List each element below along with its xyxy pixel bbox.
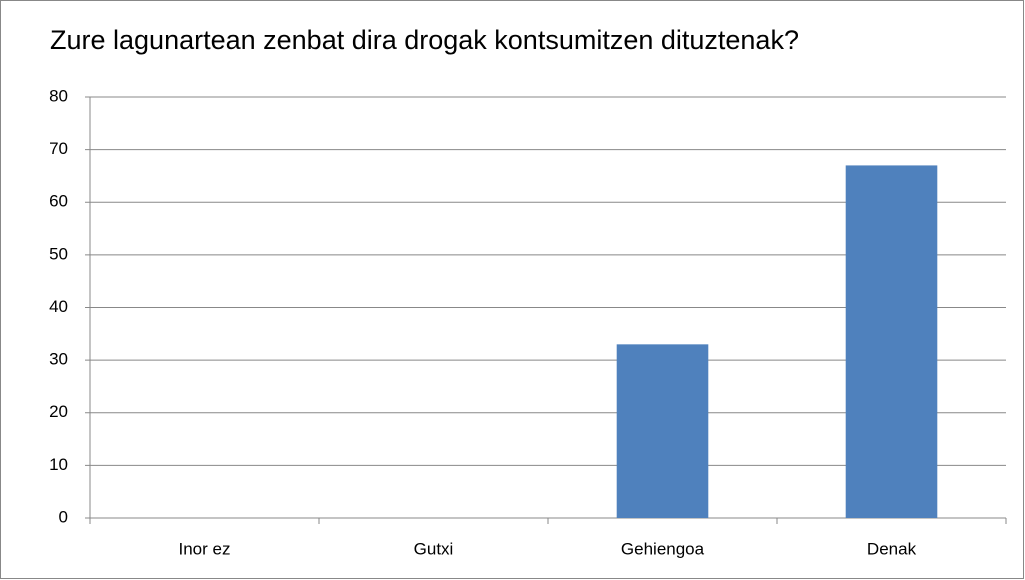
x-tick-label: Denak (867, 539, 917, 558)
chart-title: Zure lagunartean zenbat dira drogak kont… (50, 25, 799, 55)
y-tick-label: 60 (49, 192, 68, 211)
x-tick-label: Gutxi (414, 539, 454, 558)
y-tick-label: 0 (59, 507, 68, 526)
bar (845, 165, 938, 518)
y-tick-label: 50 (49, 244, 68, 263)
y-tick-label: 30 (49, 350, 68, 369)
y-tick-label: 70 (49, 139, 68, 158)
y-tick-label: 10 (49, 455, 68, 474)
y-tick-label: 40 (49, 297, 68, 316)
x-tick-label: Gehiengoa (621, 539, 705, 558)
y-tick-label: 20 (49, 402, 68, 421)
bar (616, 344, 709, 518)
y-tick-label: 80 (49, 86, 68, 105)
x-tick-label: Inor ez (179, 539, 231, 558)
